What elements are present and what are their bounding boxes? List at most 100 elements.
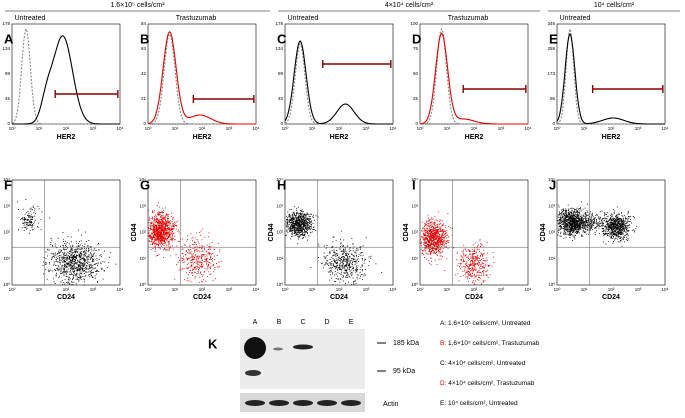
dot [436, 229, 438, 231]
dot [334, 251, 335, 253]
dot [196, 256, 197, 258]
x-tick-label: 10² [608, 287, 615, 292]
dot [58, 275, 60, 277]
dot [164, 247, 166, 249]
dot [169, 239, 171, 241]
dot [93, 264, 95, 266]
dot [434, 233, 436, 235]
dot [342, 251, 344, 253]
dot [441, 244, 443, 246]
dot [298, 227, 300, 229]
dot [204, 258, 206, 260]
dot [157, 235, 159, 237]
dot [203, 254, 205, 256]
dot [76, 255, 78, 257]
dot [65, 261, 66, 262]
dot [353, 255, 354, 257]
dot [198, 250, 200, 252]
dot [115, 263, 117, 265]
dot [159, 235, 161, 237]
dot [61, 272, 63, 274]
dot [168, 234, 170, 235]
dot [567, 227, 569, 228]
dot [194, 248, 196, 250]
x-tick-label: 10¹ [36, 287, 43, 292]
dot [358, 254, 360, 256]
dot [193, 262, 195, 263]
dot [157, 237, 159, 239]
dot [187, 235, 189, 237]
dot [439, 242, 441, 244]
dot [57, 237, 59, 239]
x-tick-label: 10³ [90, 126, 97, 131]
histogram-curve [420, 27, 528, 125]
dot [183, 261, 185, 263]
dot [106, 267, 108, 269]
dot [308, 222, 310, 224]
dot [426, 224, 427, 225]
dot [79, 277, 81, 279]
dot [55, 265, 57, 266]
dot [474, 283, 476, 285]
dot [67, 257, 68, 259]
dot [45, 263, 47, 265]
dot [60, 245, 61, 247]
dot [26, 219, 28, 221]
dot [291, 221, 293, 223]
dot [186, 280, 188, 281]
dot [165, 213, 167, 215]
dot [470, 270, 472, 272]
dot [305, 215, 307, 216]
dot [323, 264, 325, 266]
dot [65, 265, 67, 267]
dot [427, 244, 429, 246]
dot [160, 232, 161, 234]
dot [90, 275, 92, 276]
dot [440, 227, 442, 229]
dot [159, 222, 160, 224]
dot [172, 231, 173, 232]
dot [294, 217, 296, 219]
dot [475, 269, 477, 271]
dot [31, 225, 33, 227]
dot [446, 241, 447, 242]
x-tick-label: 10⁴ [525, 126, 532, 131]
dot [572, 231, 573, 233]
dot [214, 269, 216, 271]
dot [310, 213, 312, 215]
dot [301, 213, 303, 215]
dot [213, 264, 214, 265]
dot [199, 232, 201, 233]
dot [293, 233, 295, 234]
dot [302, 223, 304, 225]
dot [439, 252, 441, 254]
dot [576, 214, 578, 216]
dot [213, 271, 215, 273]
dot [163, 239, 165, 241]
dot [439, 230, 441, 231]
dot [166, 222, 168, 224]
dot [574, 215, 576, 217]
dot [166, 229, 168, 230]
dot [427, 214, 429, 216]
dot [437, 220, 439, 222]
dot [577, 214, 578, 216]
dot [193, 257, 195, 259]
dot [571, 221, 573, 223]
dot [197, 255, 199, 257]
dot [561, 226, 563, 227]
dot [464, 248, 466, 250]
dot [343, 256, 345, 258]
dot [158, 212, 160, 214]
dot [92, 260, 94, 262]
dot [435, 232, 437, 234]
dot [426, 235, 428, 237]
dot [160, 219, 162, 221]
gate-marker [322, 60, 392, 68]
dot [168, 214, 170, 215]
dot [76, 268, 78, 269]
dot [75, 260, 76, 261]
dot [339, 260, 341, 261]
dot [169, 236, 171, 238]
dot [333, 259, 335, 261]
